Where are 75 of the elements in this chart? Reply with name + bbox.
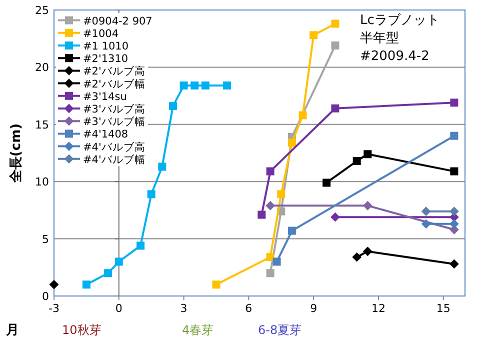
y-axis-title: 全長(cm) — [9, 123, 24, 184]
legend-label: #4'バルブ幅 — [83, 152, 146, 166]
point — [50, 280, 58, 290]
y-tick-label: 20 — [35, 61, 49, 74]
x-tick-label: 15 — [436, 302, 450, 315]
point — [363, 201, 372, 210]
x-tick-label: 9 — [310, 302, 318, 315]
point — [288, 138, 296, 147]
point — [450, 98, 458, 107]
point — [331, 20, 340, 28]
point — [266, 253, 274, 262]
point — [322, 178, 331, 187]
legend-label: #4'バルブ高 — [83, 140, 146, 154]
point — [331, 104, 340, 112]
y-tick-label: 15 — [35, 118, 49, 132]
point — [352, 252, 362, 262]
y-tick-label: 5 — [42, 232, 49, 246]
point — [330, 212, 340, 222]
legend-label: #4'1408 — [83, 128, 128, 141]
point — [190, 82, 199, 90]
point — [272, 258, 281, 266]
point — [180, 82, 188, 90]
point — [288, 226, 296, 235]
legend-label: #2'1310 — [83, 53, 128, 66]
point — [212, 280, 220, 289]
point — [450, 167, 458, 176]
point — [298, 111, 307, 120]
point — [258, 210, 266, 219]
point — [450, 219, 459, 228]
point — [147, 190, 156, 198]
point — [364, 150, 372, 158]
x-tick-label: 6 — [245, 302, 252, 315]
x-tick-label: 3 — [180, 302, 188, 315]
y-tick-label: 25 — [35, 4, 49, 17]
point — [363, 246, 372, 256]
x-tick-label: -3 — [48, 302, 60, 315]
text: 6-8夏芽 — [258, 323, 302, 337]
point — [114, 258, 123, 266]
point — [168, 102, 177, 110]
annotation: Lcラブノット — [360, 13, 440, 28]
point — [310, 31, 318, 40]
legend-label: #2'バルブ幅 — [83, 77, 146, 90]
point — [136, 242, 145, 250]
x-tick-label: 0 — [115, 302, 122, 315]
point — [266, 269, 274, 278]
point — [450, 206, 459, 216]
point — [82, 280, 90, 289]
point — [201, 82, 210, 90]
annotation: 半年型 — [360, 31, 399, 46]
text: 10秋芽 — [62, 323, 102, 337]
point — [266, 201, 275, 210]
point — [266, 167, 274, 176]
y-tick-label: 10 — [35, 176, 49, 189]
legend-label: #3'バルブ幅 — [83, 115, 146, 128]
point — [277, 190, 286, 198]
legend-label: #0904-2 907 — [83, 15, 152, 28]
point — [223, 82, 232, 90]
point — [450, 132, 458, 140]
x-tick-label: 12 — [371, 302, 386, 315]
legend-label: #3'バルブ高 — [83, 102, 146, 116]
legend-label: #3'14su — [83, 90, 127, 103]
x-axis-title: 月 — [5, 323, 19, 338]
point — [158, 162, 166, 171]
legend-label: #2'バルブ高 — [83, 64, 146, 78]
legend-label: #1 1010 — [83, 40, 129, 52]
y-tick-label: 0 — [42, 290, 49, 303]
point — [352, 157, 361, 166]
annotation: #2009.4-2 — [360, 49, 430, 64]
point — [331, 41, 340, 50]
point — [422, 206, 431, 216]
point — [422, 219, 431, 228]
point — [450, 259, 459, 268]
text: 4春芽 — [182, 323, 214, 337]
point — [104, 269, 112, 278]
legend-label: #1004 — [83, 28, 119, 40]
